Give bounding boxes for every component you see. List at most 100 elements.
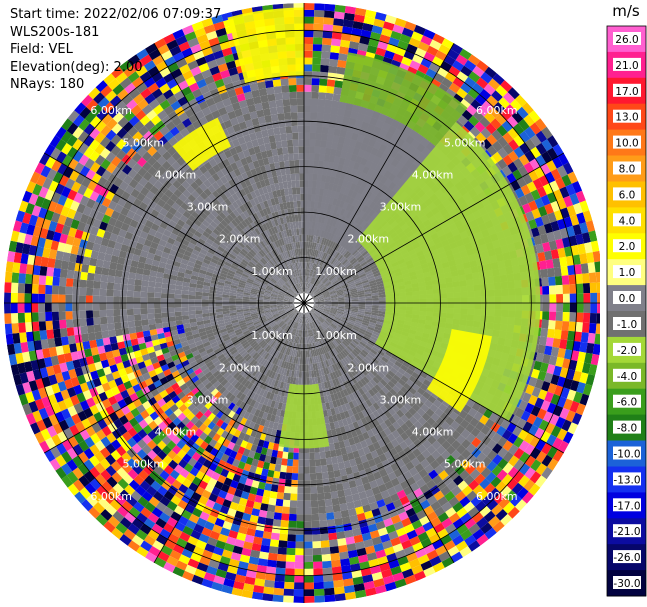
velocity-cell [295, 527, 304, 535]
velocity-cell [270, 532, 280, 541]
velocity-cell [309, 466, 316, 474]
velocity-cell [316, 486, 324, 494]
velocity-cell [262, 531, 272, 540]
velocity-cell [350, 34, 361, 43]
velocity-cell [306, 282, 309, 290]
velocity-cell [289, 500, 298, 508]
velocity-cell [304, 3, 315, 10]
velocity-cell [283, 492, 291, 501]
velocity-cell [333, 511, 342, 520]
velocity-cell [362, 22, 374, 32]
velocity-cell [336, 483, 344, 491]
velocity-cell [305, 248, 308, 256]
velocity-cell [365, 9, 377, 19]
velocity-cell [322, 560, 332, 569]
velocity-cell [309, 248, 312, 256]
velocity-cell [310, 269, 314, 277]
velocity-cell [268, 546, 279, 554]
velocity-cell [328, 477, 336, 486]
velocity-cell [324, 3, 336, 12]
velocity-cell [273, 470, 281, 479]
velocity-cell [311, 507, 319, 515]
velocity-cell [291, 479, 298, 487]
velocity-cell [343, 12, 355, 21]
velocity-cell [327, 470, 335, 479]
velocity-cell [327, 72, 337, 81]
velocity-cell [562, 312, 570, 322]
velocity-cell [296, 514, 304, 522]
velocity-cell [552, 258, 561, 268]
velocity-cell [304, 30, 314, 38]
velocity-cell [304, 234, 307, 242]
ppi-plot: 1.00km2.00km3.00km4.00km5.00km6.00km1.00… [4, 3, 600, 603]
velocity-cell [324, 10, 335, 19]
velocity-cell [322, 478, 330, 487]
velocity-cell [583, 293, 591, 303]
velocity-cell [306, 262, 309, 270]
velocity-cell [304, 541, 313, 549]
velocity-cell [289, 507, 297, 515]
velocity-cell [319, 451, 326, 459]
velocity-cell [285, 561, 295, 569]
velocity-cell [333, 86, 342, 95]
velocity-cell [552, 338, 561, 348]
velocity-cell [322, 37, 332, 46]
velocity-cell [297, 493, 304, 501]
velocity-cell [279, 526, 289, 535]
velocity-cell [313, 30, 323, 38]
velocity-cell [290, 486, 298, 494]
velocity-cell [286, 459, 294, 467]
velocity-cell [582, 273, 590, 284]
velocity-cell [287, 534, 296, 542]
velocity-cell [273, 512, 282, 520]
velocity-cell [331, 497, 340, 506]
velocity-cell [319, 520, 328, 528]
velocity-cell [556, 294, 564, 303]
velocity-cell [294, 561, 304, 569]
velocity-cell [312, 249, 316, 257]
velocity-cell [314, 452, 321, 460]
velocity-cell [554, 320, 563, 331]
velocity-cell [277, 485, 285, 493]
velocity-cell [312, 554, 323, 562]
velocity-cell [590, 292, 598, 303]
velocity-cell [272, 477, 280, 486]
velocity-cell [311, 242, 315, 250]
velocity-cell [304, 589, 315, 597]
velocity-cell [296, 507, 304, 515]
velocity-cell [569, 303, 577, 313]
velocity-cell [320, 540, 330, 548]
velocity-cell [342, 26, 353, 35]
velocity-cell [287, 527, 297, 535]
velocity-cell [319, 71, 329, 80]
velocity-cell [298, 377, 302, 385]
velocity-cell [261, 538, 271, 547]
velocity-cell [304, 561, 314, 569]
velocity-cell [326, 519, 336, 527]
velocity-cell [288, 513, 297, 521]
velocity-cell [314, 595, 325, 603]
velocity-cell [582, 322, 590, 333]
velocity-cell [312, 235, 316, 243]
velocity-cell [315, 250, 319, 258]
velocity-cell [298, 459, 304, 467]
velocity-cell [308, 276, 311, 284]
velocity-cell [295, 541, 304, 549]
velocity-cell [281, 506, 290, 514]
velocity-cell [313, 581, 324, 590]
velocity-cell [342, 19, 354, 28]
velocity-cell [306, 283, 309, 290]
velocity-cell [313, 568, 323, 576]
velocity-cell [542, 303, 550, 312]
velocity-cell [304, 43, 313, 51]
velocity-cell [339, 46, 349, 55]
velocity-cell [317, 243, 321, 251]
velocity-cell [319, 526, 329, 535]
velocity-cell [304, 91, 312, 99]
velocity-cell [313, 249, 318, 257]
velocity-cell [264, 517, 274, 526]
velocity-cell [280, 520, 289, 528]
velocity-cell [272, 519, 282, 527]
velocity-cell [590, 303, 598, 314]
velocity-cell [278, 540, 288, 548]
